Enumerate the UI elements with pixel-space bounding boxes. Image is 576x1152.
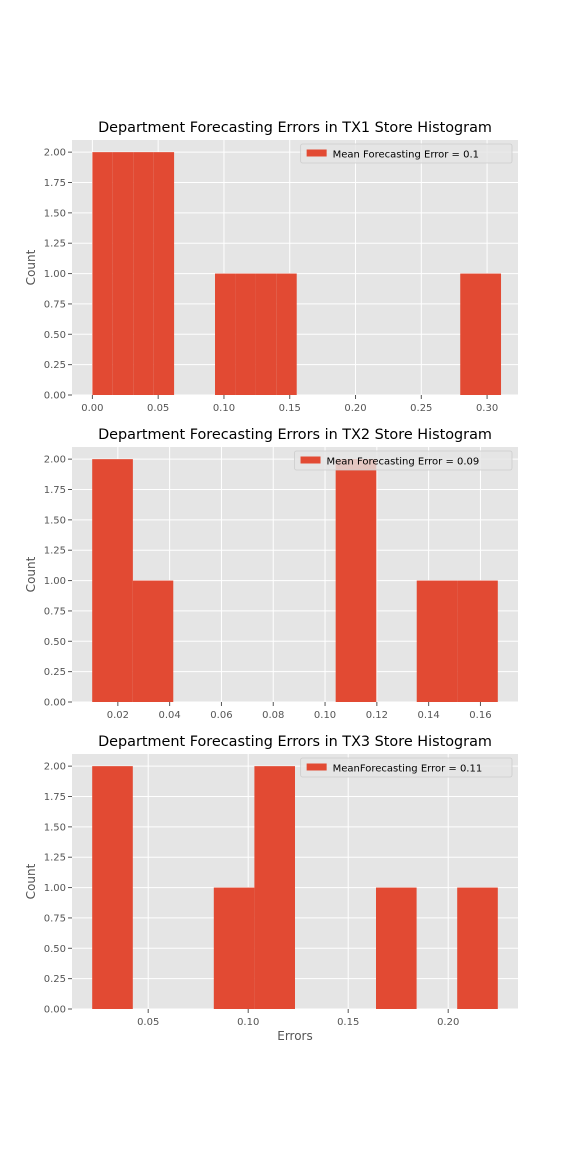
histogram-bar (92, 459, 133, 702)
legend-label: Mean Forecasting Error = 0.09 (327, 457, 480, 468)
histogram-bar (376, 887, 417, 1009)
y-axis-label: Count (24, 249, 38, 285)
y-tick-label: 0.25 (44, 667, 66, 678)
x-tick-label: 0.08 (262, 710, 284, 721)
y-tick-label: 0.75 (44, 913, 66, 924)
x-tick-label: 0.30 (476, 403, 498, 414)
histogram-bar (132, 580, 174, 702)
x-tick-label: 0.05 (137, 1017, 159, 1028)
legend: Mean Forecasting Error = 0.09 (294, 450, 513, 471)
y-tick-label: 0.25 (44, 974, 66, 985)
x-tick-label: 0.04 (159, 710, 181, 721)
histogram-bar (335, 459, 377, 702)
legend: MeanForecasting Error = 0.11 (300, 757, 513, 778)
y-tick-label: 0.75 (44, 606, 66, 617)
histogram-bar (133, 152, 154, 395)
x-tick-label: 0.12 (366, 710, 388, 721)
x-tick-label: 0.15 (337, 1017, 359, 1028)
y-tick-label: 2.00 (44, 762, 66, 773)
x-tick-label: 0.05 (147, 403, 169, 414)
y-tick-label: 1.00 (44, 576, 66, 587)
legend-swatch (306, 763, 327, 771)
chart-panel-3: 0.00 0.25 0.50 0.75 1.00 1.25 1.50 1.75 2.00 0.05… (24, 734, 518, 1043)
y-tick-label: 0.50 (44, 944, 66, 955)
x-tick-label: 0.06 (210, 710, 232, 721)
legend-label: MeanForecasting Error = 0.11 (333, 764, 483, 775)
y-tick-label: 1.00 (44, 883, 66, 894)
legend-label: Mean Forecasting Error = 0.1 (333, 150, 479, 161)
histogram-bar (235, 273, 256, 395)
y-tick-label: 0.75 (44, 299, 66, 310)
chart-title: Department Forecasting Errors in TX3 Sto… (98, 734, 492, 750)
y-tick-label: 1.75 (44, 792, 66, 803)
x-tick-label: 0.15 (279, 403, 301, 414)
x-tick-label: 0.16 (469, 710, 491, 721)
x-tick-label: 0.02 (107, 710, 129, 721)
histogram-bar (457, 887, 498, 1009)
legend-swatch (300, 456, 321, 464)
y-tick-label: 0.50 (44, 330, 66, 341)
y-tick-label: 0.50 (44, 637, 66, 648)
histogram-bar (254, 766, 295, 1009)
legend-box (300, 757, 513, 778)
y-tick-label: 1.50 (44, 515, 66, 526)
y-tick-label: 0.00 (44, 698, 66, 709)
x-tick-label: 0.10 (237, 1017, 259, 1028)
histogram-bar (213, 887, 255, 1009)
legend-box (300, 143, 513, 164)
histogram-bar (153, 152, 175, 395)
y-axis-label: Count (24, 556, 38, 592)
y-tick-label: 0.25 (44, 360, 66, 371)
y-tick-label: 0.00 (44, 391, 66, 402)
x-tick-label: 0.10 (213, 403, 235, 414)
histogram-bar (92, 152, 113, 395)
x-axis-label: Errors (277, 1029, 313, 1043)
chart-title: Department Forecasting Errors in TX2 Sto… (98, 427, 492, 443)
y-tick-label: 1.25 (44, 853, 66, 864)
legend-box (294, 450, 513, 471)
x-tick-label: 0.25 (410, 403, 432, 414)
y-tick-label: 1.25 (44, 239, 66, 250)
histogram-bar (416, 580, 458, 702)
y-tick-label: 2.00 (44, 455, 66, 466)
x-tick-label: 0.00 (81, 403, 103, 414)
chart-panel-2: 0.00 0.25 0.50 0.75 1.00 1.25 1.50 1.75 2.00 0.02… (24, 427, 518, 721)
y-axis-label: Count (24, 863, 38, 899)
y-tick-label: 1.75 (44, 178, 66, 189)
x-tick-label: 0.10 (314, 710, 336, 721)
histogram-bar (112, 152, 134, 395)
y-tick-label: 0.00 (44, 1005, 66, 1016)
x-tick-label: 0.14 (418, 710, 440, 721)
x-tick-label: 0.20 (437, 1017, 459, 1028)
y-tick-label: 1.50 (44, 208, 66, 219)
legend: Mean Forecasting Error = 0.1 (300, 143, 513, 164)
y-tick-label: 2.00 (44, 148, 66, 159)
histogram-bar (215, 273, 236, 395)
y-tick-label: 1.50 (44, 822, 66, 833)
histogram-bar (457, 580, 498, 702)
x-tick-label: 0.20 (344, 403, 366, 414)
chart-panel-1: 0.00 0.25 0.50 0.75 1.00 1.25 1.50 1.75 2.00 0.00… (24, 120, 518, 414)
y-tick-label: 1.00 (44, 269, 66, 280)
chart-title: Department Forecasting Errors in TX1 Sto… (98, 120, 492, 136)
histogram-bar (276, 273, 297, 395)
y-tick-label: 1.25 (44, 546, 66, 557)
legend-swatch (306, 149, 327, 157)
y-tick-label: 1.75 (44, 485, 66, 496)
histogram-bar (460, 273, 502, 395)
histogram-bar (255, 273, 277, 395)
histogram-bar (92, 766, 133, 1009)
